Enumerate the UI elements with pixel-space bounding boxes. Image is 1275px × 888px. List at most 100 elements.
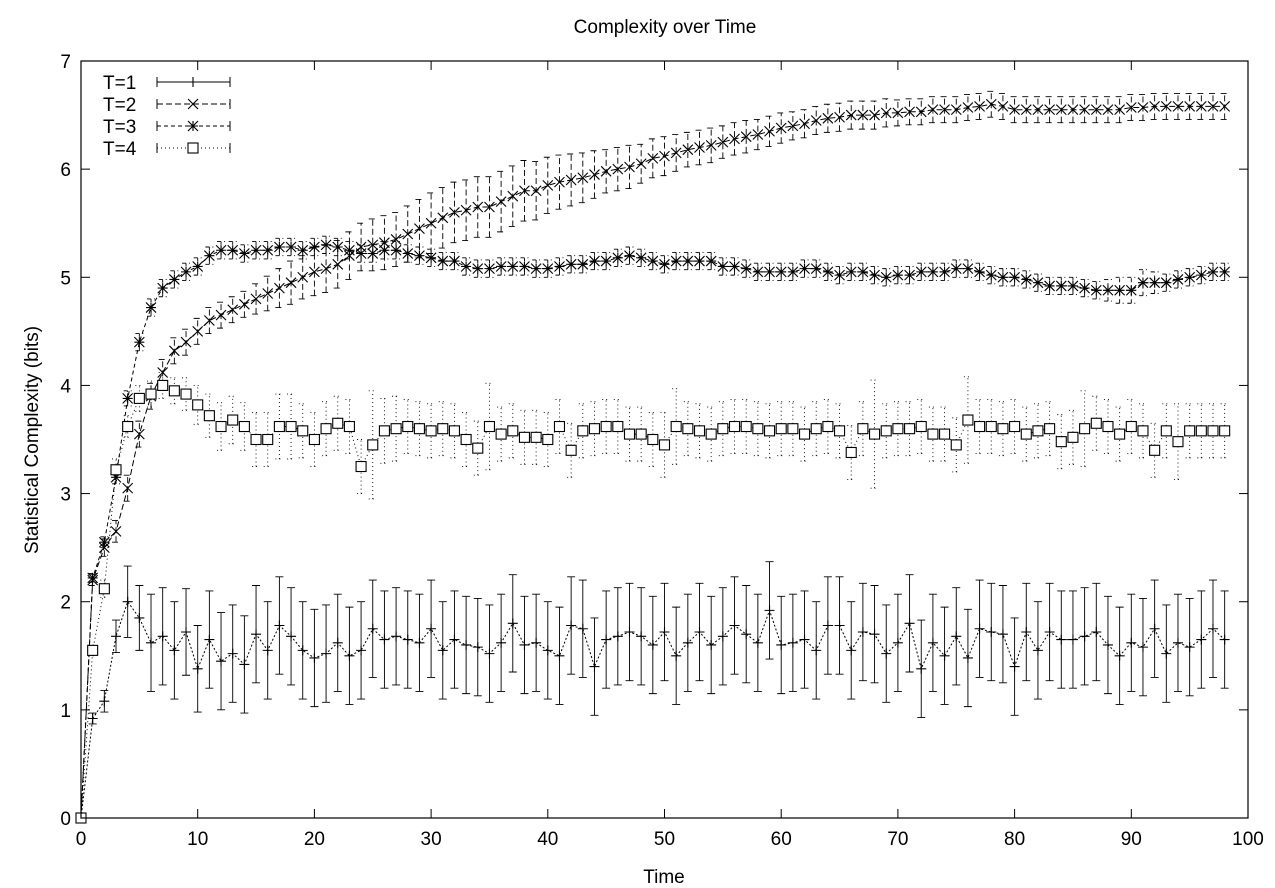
y-tick-label: 6 (60, 160, 71, 181)
data-point (775, 423, 787, 435)
data-point (752, 129, 764, 140)
data-point (238, 420, 250, 433)
error-bar (777, 112, 786, 144)
data-point (1102, 104, 1114, 116)
error-bar (1220, 403, 1229, 459)
data-point (601, 634, 612, 645)
x-tick-label: 30 (421, 829, 442, 850)
data-point (356, 645, 367, 656)
data-point (647, 152, 659, 164)
y-tick-label: 5 (60, 268, 71, 289)
series-T=3 (75, 235, 1231, 824)
legend-item: T=2 (103, 95, 231, 116)
data-point (764, 125, 775, 137)
data-point (1172, 436, 1184, 448)
error-bar (1138, 403, 1147, 459)
error-bar (1103, 399, 1112, 455)
data-point (577, 172, 589, 184)
data-point (857, 626, 868, 637)
error-bar (823, 399, 832, 455)
data-point (215, 244, 227, 256)
y-tick-label: 4 (60, 376, 71, 397)
data-point (904, 106, 915, 118)
data-point (425, 217, 437, 229)
data-point (518, 431, 531, 443)
data-point (600, 420, 612, 433)
data-point (110, 526, 122, 537)
data-point (227, 414, 239, 426)
data-point (869, 109, 880, 121)
data-point (250, 293, 262, 305)
data-point (1219, 425, 1231, 437)
data-point (1149, 444, 1161, 456)
error-bar (963, 376, 972, 464)
data-point (1020, 428, 1032, 440)
error-bar (345, 399, 354, 455)
error-bar (940, 406, 949, 462)
data-point (834, 111, 845, 123)
data-point (1196, 634, 1207, 645)
data-point (507, 261, 519, 272)
error-bar (193, 384, 202, 425)
data-point (1079, 104, 1091, 116)
data-point (659, 150, 670, 162)
data-point (449, 207, 460, 218)
data-point (425, 252, 437, 264)
data-point (472, 263, 484, 275)
legend-errorbar-caps (156, 121, 231, 131)
data-point (927, 104, 939, 116)
data-point (320, 263, 332, 275)
x-tick-label: 80 (1004, 829, 1025, 850)
error-bar (1185, 403, 1194, 459)
data-point (379, 244, 390, 256)
data-point (99, 696, 110, 707)
data-point (986, 626, 997, 637)
error-bar (1115, 276, 1124, 304)
error-bar (730, 399, 739, 455)
data-point (577, 425, 589, 437)
data-point (717, 631, 728, 642)
data-point (799, 118, 810, 130)
data-point (344, 244, 355, 256)
data-point (799, 634, 810, 645)
legend-label: T=2 (103, 95, 136, 116)
y-tick-label: 3 (60, 485, 71, 506)
series-line (80, 244, 1225, 819)
data-point (717, 261, 729, 272)
error-bar (1068, 409, 1077, 465)
error-bar (683, 131, 692, 168)
data-point (204, 634, 215, 645)
data-point (997, 629, 1008, 640)
error-bar (1115, 406, 1124, 462)
data-point (974, 266, 985, 278)
data-point (1114, 284, 1126, 296)
data-point (974, 420, 986, 433)
data-point (670, 420, 682, 433)
data-point (519, 261, 530, 272)
error-bar (835, 403, 844, 459)
error-bar (228, 395, 237, 445)
data-point (845, 266, 857, 278)
error-bar (567, 422, 576, 478)
data-point (1207, 425, 1219, 437)
data-point (285, 241, 297, 253)
data-point (1079, 282, 1091, 294)
data-point (694, 626, 705, 637)
data-point (250, 244, 262, 256)
data-point (426, 623, 437, 634)
data-point (111, 631, 122, 642)
error-bar (567, 153, 576, 207)
data-point (1184, 101, 1196, 112)
error-bar (800, 406, 809, 462)
error-bar (765, 115, 774, 147)
data-point (87, 572, 99, 584)
error-bar (718, 125, 727, 159)
error-bar (637, 406, 646, 462)
error-bar (438, 401, 447, 457)
data-point (939, 428, 951, 440)
data-point (810, 115, 822, 126)
data-point (402, 420, 414, 433)
data-point (402, 228, 414, 240)
data-point (1032, 104, 1044, 116)
